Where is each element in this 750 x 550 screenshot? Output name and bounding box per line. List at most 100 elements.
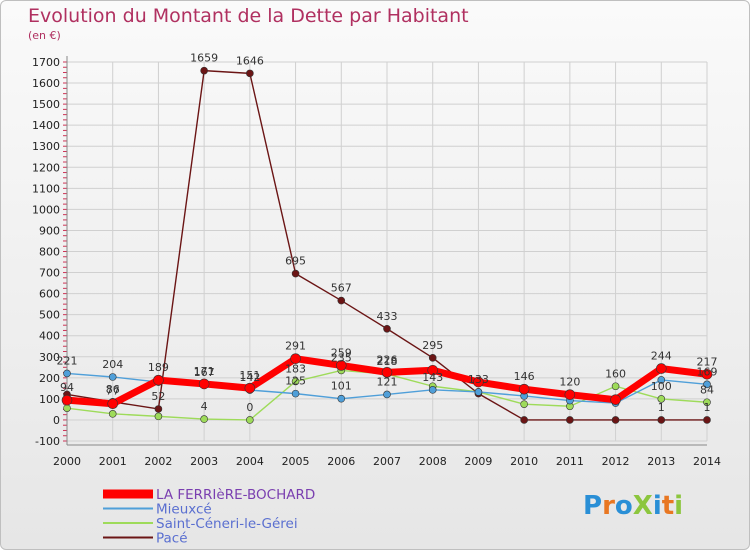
x-tick-label: 2002: [144, 455, 172, 468]
data-label: 133: [468, 373, 489, 386]
y-tick-label: 1500: [32, 98, 60, 111]
data-label: 94: [60, 381, 74, 394]
data-point: [383, 390, 391, 399]
data-label: 567: [331, 282, 352, 295]
data-label: 84: [700, 383, 714, 396]
data-label: 77: [106, 385, 120, 398]
data-point: [474, 388, 483, 396]
legend-label: Mieuxcé: [156, 502, 212, 518]
y-tick-label: 600: [39, 288, 60, 301]
y-tick-label: 300: [39, 351, 60, 364]
data-point: [246, 69, 254, 78]
x-tick-label: 2006: [327, 455, 355, 468]
data-point: [200, 415, 208, 423]
logo-letter: r: [602, 491, 615, 521]
data-label: 221: [57, 354, 78, 367]
data-label: 1646: [236, 54, 264, 67]
legend-label: Pacé: [156, 531, 188, 547]
data-label: 0: [246, 401, 253, 414]
logo-letter: t: [661, 491, 675, 521]
data-label: 183: [285, 362, 306, 375]
x-tick-label: 2004: [236, 455, 264, 468]
data-point: [518, 383, 530, 395]
data-point: [564, 389, 576, 400]
data-point: [107, 398, 119, 410]
x-tick-label: 2011: [556, 455, 584, 468]
logo-letter: o: [614, 491, 633, 521]
y-tick-label: 1000: [32, 203, 60, 216]
data-label: 1659: [190, 52, 218, 65]
data-point: [154, 405, 163, 413]
legend-label: Saint-Céneri-le-Gérei: [156, 516, 298, 532]
data-label: 169: [697, 365, 718, 378]
data-point: [63, 404, 71, 412]
data-label: 167: [194, 366, 215, 379]
data-label: 142: [239, 371, 260, 384]
data-point: [61, 394, 73, 406]
data-label: 52: [151, 390, 165, 403]
data-point: [244, 382, 256, 394]
logo-letter: P: [583, 491, 603, 521]
data-point: [153, 374, 164, 386]
legend: LA FERRIèRE-BOCHARDMieuxcéSaint-Céneri-l…: [103, 487, 315, 547]
data-point: [200, 66, 208, 75]
data-label: 226: [377, 353, 398, 366]
data-point: [383, 324, 391, 333]
data-point: [154, 412, 163, 421]
data-point: [520, 400, 528, 408]
y-tick-label: 1200: [32, 161, 60, 174]
x-tick-label: 2000: [53, 455, 81, 468]
data-label: 121: [377, 375, 398, 388]
data-point: [335, 360, 347, 371]
x-tick-label: 2013: [647, 455, 675, 468]
data-point: [473, 376, 484, 388]
data-point: [381, 367, 393, 378]
data-label: 259: [331, 346, 352, 359]
data-point: [611, 382, 620, 391]
data-label: 189: [148, 361, 169, 374]
data-label: 101: [331, 380, 352, 393]
y-tick-label: 700: [39, 267, 60, 280]
data-label: 295: [422, 339, 443, 352]
data-point: [428, 386, 437, 394]
data-point: [703, 416, 711, 424]
y-tick-label: 0: [53, 414, 60, 427]
y-tick-label: 400: [39, 330, 60, 343]
data-point: [108, 410, 117, 418]
y-tick-label: 1700: [32, 56, 60, 69]
chart-subtitle: (en €): [28, 29, 61, 42]
data-label: 120: [559, 376, 580, 389]
y-tick-label: 800: [39, 246, 60, 259]
x-tick-label: 2007: [373, 455, 401, 468]
x-tick-label: 2001: [99, 455, 127, 468]
data-point: [63, 369, 71, 378]
data-label: 160: [605, 367, 626, 380]
data-point: [657, 376, 666, 384]
data-point: [610, 394, 621, 406]
data-label: 146: [514, 370, 535, 383]
data-point: [703, 398, 711, 407]
data-point: [108, 373, 117, 381]
data-label: 244: [651, 350, 672, 363]
y-tick-label: 500: [39, 309, 60, 322]
legend-label: LA FERRIèRE-BOCHARD: [156, 487, 315, 503]
y-tick-label: -100: [35, 435, 60, 448]
data-point: [246, 416, 254, 424]
data-point: [655, 363, 667, 374]
y-tick-label: 1300: [32, 140, 60, 153]
x-tick-label: 2009: [464, 455, 492, 468]
logo-letter: X: [632, 491, 653, 521]
data-point: [428, 354, 437, 362]
data-labels: 94 77 189 171 151 291 259 226 146 120 244 217 221 204…: [57, 52, 718, 414]
data-label: 1: [704, 401, 711, 414]
data-label: 217: [697, 355, 718, 368]
data-point: [291, 269, 300, 278]
data-label: 143: [422, 371, 443, 384]
data-label: 235: [331, 351, 352, 364]
y-tick-label: 900: [39, 224, 60, 237]
data-point: [291, 377, 300, 386]
data-label: 218: [377, 355, 398, 368]
y-tick-label: 1600: [32, 77, 60, 90]
y-tick-label: 200: [39, 372, 60, 385]
data-label: 171: [194, 365, 215, 378]
